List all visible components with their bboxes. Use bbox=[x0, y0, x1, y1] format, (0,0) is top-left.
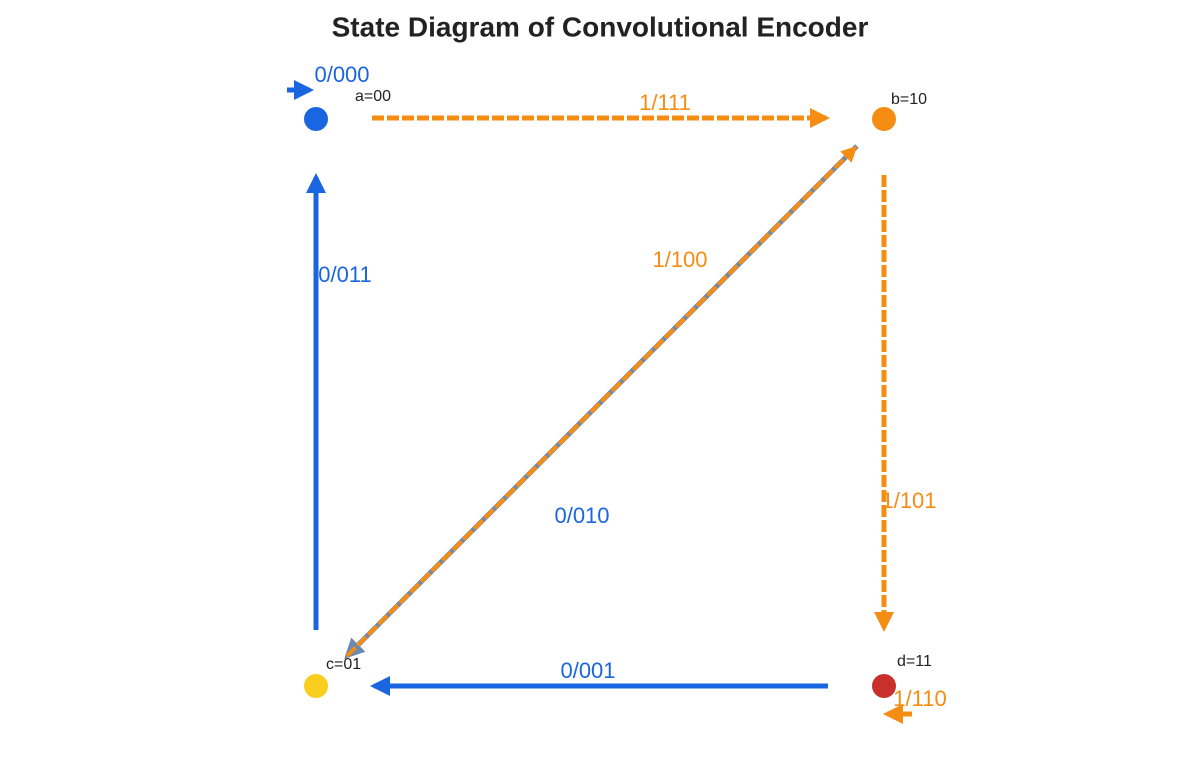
edge-label: 1/101 bbox=[881, 488, 936, 513]
node-label: a=00 bbox=[355, 88, 391, 105]
node-label: b=10 bbox=[891, 91, 927, 108]
edge-label: 0/011 bbox=[318, 262, 371, 287]
node bbox=[872, 674, 896, 698]
title: State Diagram of Convolutional Encoder bbox=[332, 11, 869, 42]
node bbox=[872, 107, 896, 131]
edge-label: 0/000 bbox=[314, 62, 369, 87]
edge-label: 0/001 bbox=[560, 658, 615, 683]
node bbox=[304, 107, 328, 131]
edge-label: 1/111 bbox=[639, 90, 691, 115]
edge-label: 1/110 bbox=[893, 686, 946, 711]
edge-label: 1/100 bbox=[652, 247, 707, 272]
edge-label: 0/010 bbox=[554, 503, 609, 528]
node bbox=[304, 674, 328, 698]
node-label: c=01 bbox=[326, 656, 361, 673]
node-label: d=11 bbox=[897, 653, 932, 670]
